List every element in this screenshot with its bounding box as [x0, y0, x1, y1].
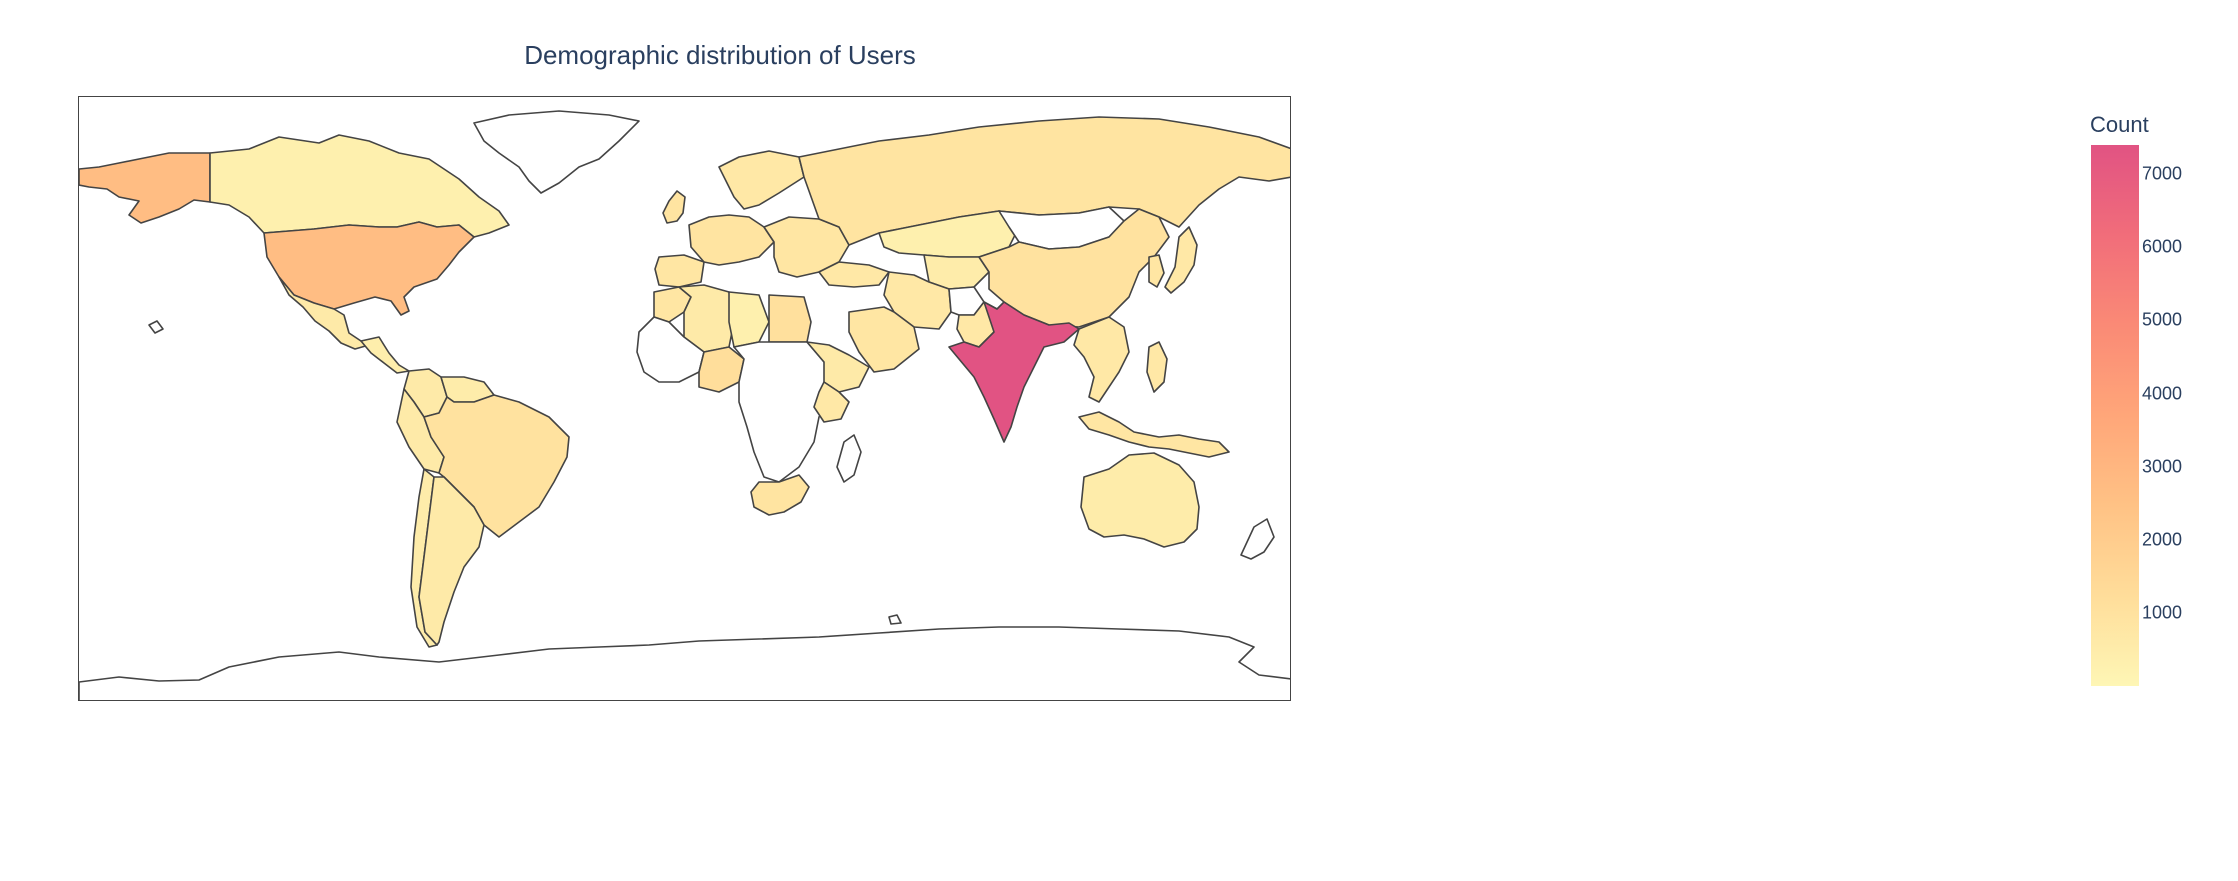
colorbar-tick-label: 6000 — [2142, 236, 2183, 257]
region-central-africa[interactable] — [733, 341, 850, 483]
region-egypt[interactable] — [768, 294, 812, 343]
chart-title: Demographic distribution of Users — [524, 40, 916, 70]
colorbar-tick-label: 4000 — [2142, 383, 2183, 404]
region-ethiopia[interactable] — [806, 341, 870, 393]
region-western-europe[interactable] — [688, 214, 775, 266]
region-saudi-arabia[interactable] — [848, 306, 920, 373]
region-iran[interactable] — [883, 271, 952, 330]
region-island[interactable] — [148, 320, 164, 334]
region-south-africa[interactable] — [750, 474, 810, 516]
region-korea[interactable] — [1148, 254, 1165, 288]
region-philippines[interactable] — [1146, 341, 1168, 393]
world-map[interactable] — [79, 97, 1291, 701]
colorbar: Count 1000 2000 3000 4000 5000 6000 7000 — [2090, 112, 2238, 702]
region-argentina[interactable] — [418, 476, 485, 646]
region-alaska[interactable] — [79, 152, 211, 224]
colorbar-tick-label: 3000 — [2142, 456, 2183, 477]
region-japan[interactable] — [1164, 226, 1198, 294]
region-iberia[interactable] — [654, 254, 705, 288]
region-libya[interactable] — [728, 291, 770, 348]
colorbar-title: Count — [2090, 112, 2149, 137]
colorbar-tick-label: 7000 — [2142, 163, 2183, 184]
region-island[interactable] — [888, 614, 902, 625]
region-uk[interactable] — [662, 190, 686, 224]
region-indonesia[interactable] — [1078, 411, 1230, 458]
region-central-america[interactable] — [360, 336, 410, 374]
region-canada[interactable] — [209, 134, 510, 238]
region-antarctica[interactable] — [79, 626, 1291, 701]
region-nigeria[interactable] — [698, 346, 745, 393]
region-brazil[interactable] — [423, 394, 570, 538]
region-southeast-asia[interactable] — [1073, 316, 1130, 403]
region-turkey[interactable] — [818, 261, 890, 288]
colorbar-tick-label: 5000 — [2142, 309, 2183, 330]
region-scandinavia[interactable] — [718, 150, 805, 210]
colorbar-gradient — [2091, 145, 2139, 686]
region-india[interactable] — [948, 301, 1080, 443]
colorbar-tick-label: 2000 — [2142, 529, 2183, 550]
region-new-zealand[interactable] — [1240, 518, 1275, 560]
region-madagascar[interactable] — [836, 434, 862, 483]
region-greenland[interactable] — [473, 110, 640, 194]
colorbar-ticks: 1000 2000 3000 4000 5000 6000 7000 — [2090, 145, 2238, 686]
map-frame — [78, 96, 1291, 701]
region-kenya[interactable] — [813, 381, 850, 423]
region-australia[interactable] — [1080, 452, 1200, 548]
colorbar-tick-label: 1000 — [2142, 602, 2183, 623]
